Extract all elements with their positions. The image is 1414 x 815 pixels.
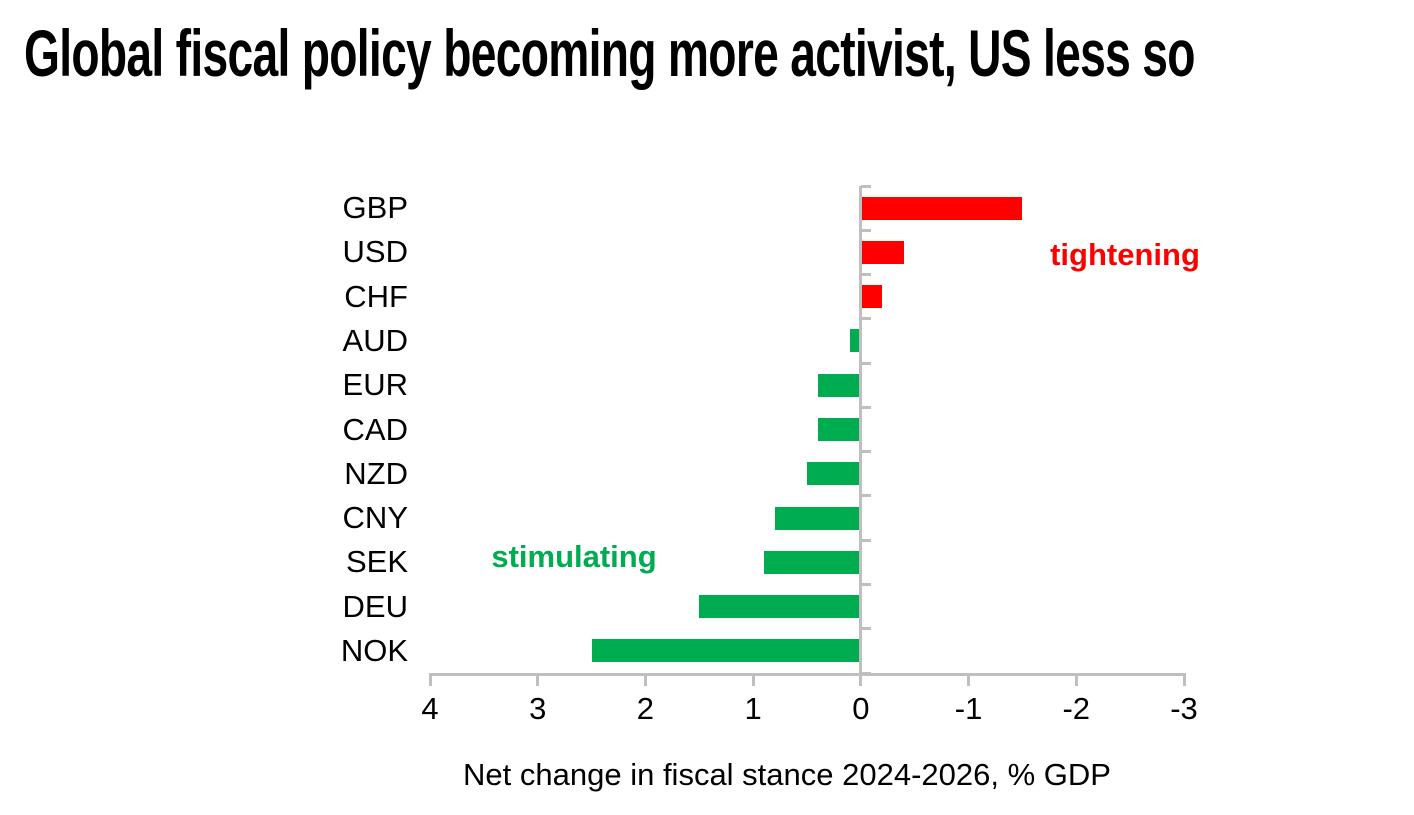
bar-cny xyxy=(774,506,861,530)
category-label-cny: CNY xyxy=(342,500,408,536)
x-tick-label: 0 xyxy=(852,691,870,726)
bar-deu xyxy=(699,595,861,619)
bar-aud xyxy=(850,329,861,353)
x-axis-tick xyxy=(1074,673,1078,686)
category-label-aud: AUD xyxy=(342,322,408,358)
category-label-chf: CHF xyxy=(344,278,408,314)
x-axis-label: Net change in fiscal stance 2024-2026, %… xyxy=(463,757,1111,792)
y-axis-tick xyxy=(860,228,871,232)
bar-eur xyxy=(817,373,861,397)
x-tick-label: -1 xyxy=(954,691,983,726)
chart-title: Global fiscal policy becoming more activ… xyxy=(24,16,1196,90)
x-axis-line xyxy=(428,673,1186,676)
y-axis-tick xyxy=(860,361,871,365)
y-axis-tick xyxy=(860,317,871,321)
category-label-usd: USD xyxy=(342,234,408,270)
x-axis-tick xyxy=(859,673,863,686)
x-tick-label: 2 xyxy=(636,691,655,726)
x-axis-tick xyxy=(967,673,971,686)
x-tick-label: -3 xyxy=(1170,691,1198,726)
bar-chf xyxy=(860,285,883,309)
x-axis-tick xyxy=(751,673,755,686)
x-axis-tick xyxy=(536,673,540,686)
x-tick-label: 3 xyxy=(529,691,547,726)
y-axis-tick xyxy=(860,627,871,631)
x-tick-label: -2 xyxy=(1062,691,1091,726)
y-axis-tick xyxy=(860,494,871,498)
category-label-eur: EUR xyxy=(342,367,408,403)
bar-usd xyxy=(860,240,904,264)
category-label-sek: SEK xyxy=(345,544,408,580)
category-label-nok: NOK xyxy=(340,632,408,668)
y-axis-tick xyxy=(860,538,871,542)
y-axis-tick xyxy=(860,273,871,277)
annotation-tightening: tightening xyxy=(1050,237,1200,272)
category-label-nzd: NZD xyxy=(344,455,408,491)
y-axis-tick xyxy=(860,184,871,188)
x-axis-tick xyxy=(1182,673,1186,686)
y-axis-tick xyxy=(860,405,871,409)
bar-sek xyxy=(763,550,861,574)
bar-nok xyxy=(591,639,861,663)
y-axis-tick xyxy=(860,582,871,586)
annotation-stimulating: stimulating xyxy=(491,539,657,574)
bar-nzd xyxy=(807,462,861,486)
x-axis-tick xyxy=(428,673,432,686)
y-axis-tick xyxy=(860,450,871,454)
y-axis-tick xyxy=(860,671,871,675)
x-tick-label: 1 xyxy=(744,691,762,726)
category-label-gbp: GBP xyxy=(342,190,408,226)
bar-gbp xyxy=(860,196,1023,220)
x-tick-label: 4 xyxy=(421,691,439,726)
category-label-deu: DEU xyxy=(342,588,408,624)
bar-cad xyxy=(817,418,861,441)
y-axis-line xyxy=(859,186,863,686)
category-label-cad: CAD xyxy=(342,411,408,447)
x-axis-tick xyxy=(643,673,647,686)
